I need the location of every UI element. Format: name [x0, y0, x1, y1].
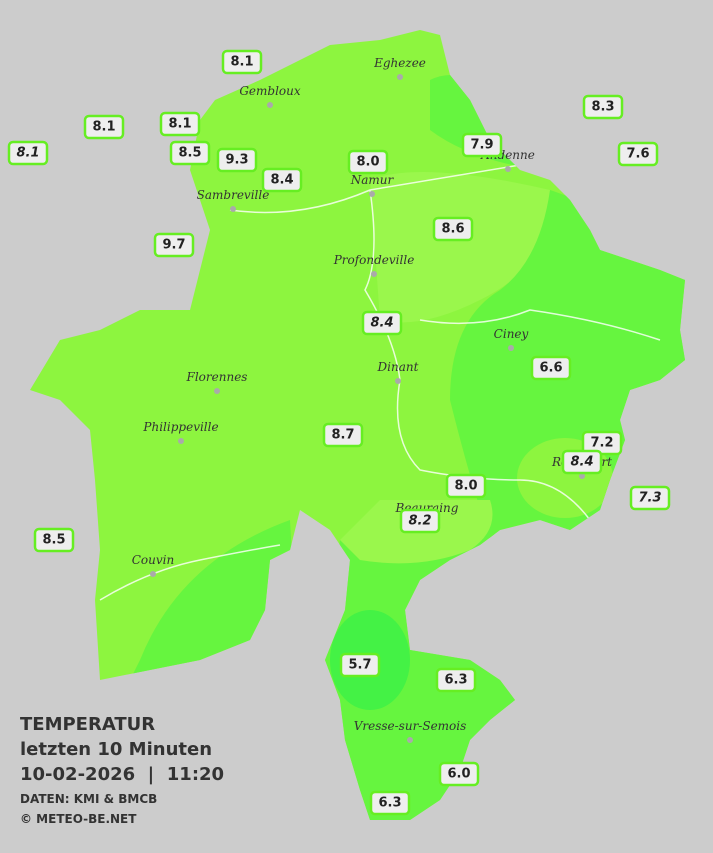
- station-box: [83, 114, 125, 140]
- city-dot: [407, 737, 413, 743]
- city-dot: [397, 74, 403, 80]
- station-value: 8.4: [570, 455, 593, 470]
- station-value: 6.6: [539, 361, 562, 376]
- station-value: 8.1: [16, 146, 39, 161]
- station-value: 5.7: [348, 658, 371, 673]
- city-label: Namur: [350, 173, 395, 187]
- legend-datetime: 10-02-2026 | 11:20: [20, 764, 224, 785]
- city-dot: [214, 388, 220, 394]
- station-value: 8.4: [370, 316, 393, 331]
- station-box: [361, 310, 403, 336]
- legend-period: letzten 10 Minuten: [20, 739, 212, 760]
- station-box: [629, 485, 671, 511]
- station-value: 7.6: [626, 147, 649, 162]
- station-value: 6.3: [444, 673, 467, 688]
- station-value: 8.7: [331, 428, 354, 443]
- station-box: [561, 449, 603, 475]
- city-label: Philippeville: [142, 420, 218, 434]
- station-box: [261, 167, 303, 193]
- city-label: Eghezee: [373, 56, 426, 70]
- station-box: [369, 790, 411, 816]
- city-dot: [508, 345, 514, 351]
- city-label: Florennes: [186, 370, 248, 384]
- city-dot: [178, 438, 184, 444]
- legend-title: TEMPERATUR: [20, 714, 155, 735]
- station-box: [438, 761, 480, 787]
- station-value: 6.3: [378, 796, 401, 811]
- city-dot: [369, 191, 375, 197]
- station-value: 9.3: [225, 153, 248, 168]
- station-box: [347, 149, 389, 175]
- station-box: [221, 49, 263, 75]
- city-dot: [150, 571, 156, 577]
- station-box: [33, 527, 75, 553]
- city-label: Sambreville: [197, 188, 270, 202]
- station-box: [617, 141, 659, 167]
- station-box: [322, 422, 364, 448]
- legend-copyright: © METEO-BE.NET: [20, 812, 137, 826]
- station-value: 8.3: [591, 100, 614, 115]
- station-box: [7, 140, 49, 166]
- station-value: 8.2: [408, 514, 431, 529]
- station-box: [432, 216, 474, 242]
- station-value: 7.3: [638, 491, 661, 506]
- city-label: Gembloux: [239, 84, 301, 98]
- city-dot: [579, 473, 585, 479]
- station-value: 8.5: [178, 146, 201, 161]
- station-box: [216, 147, 258, 173]
- station-box: [159, 111, 201, 137]
- station-box: [530, 355, 572, 381]
- station-box: [582, 94, 624, 120]
- station-value: 9.7: [162, 238, 185, 253]
- city-dot: [267, 102, 273, 108]
- station-value: 6.0: [447, 767, 470, 782]
- city-dot: [230, 206, 236, 212]
- station-box: [153, 232, 195, 258]
- station-value: 8.6: [441, 222, 464, 237]
- station-value: 8.4: [270, 173, 293, 188]
- station-box: [435, 667, 477, 693]
- city-label: Couvin: [132, 553, 174, 567]
- station-box: [169, 140, 211, 166]
- station-value: 8.1: [230, 55, 253, 70]
- station-value: 8.5: [42, 533, 65, 548]
- station-box: [339, 652, 381, 678]
- city-dot: [371, 271, 377, 277]
- legend-source: DATEN: KMI & BMCB: [20, 792, 157, 806]
- city-label: Vresse-sur-Semois: [354, 719, 467, 733]
- station-value: 8.0: [454, 479, 477, 494]
- station-value: 8.1: [168, 117, 191, 132]
- city-label: Ciney: [494, 327, 529, 341]
- station-value: 7.9: [470, 138, 493, 153]
- station-box: [445, 473, 487, 499]
- station-value: 7.2: [590, 436, 613, 451]
- city-dot: [395, 378, 401, 384]
- city-label: Profondeville: [333, 253, 415, 267]
- station-box: [399, 508, 441, 534]
- station-value: 8.0: [356, 155, 379, 170]
- station-box: [461, 132, 503, 158]
- station-value: 8.1: [92, 120, 115, 135]
- city-label: Dinant: [377, 360, 419, 374]
- city-dot: [505, 166, 511, 172]
